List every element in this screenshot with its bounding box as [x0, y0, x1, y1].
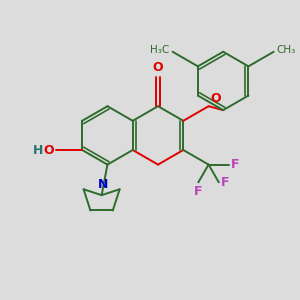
Text: H: H — [33, 143, 44, 157]
Text: F: F — [221, 176, 230, 189]
Text: O: O — [211, 92, 221, 105]
Text: F: F — [231, 158, 240, 171]
Text: O: O — [153, 61, 163, 74]
Text: CH₃: CH₃ — [277, 45, 296, 55]
Text: O: O — [44, 143, 55, 157]
Text: H₃C: H₃C — [150, 45, 170, 55]
Text: F: F — [194, 185, 202, 198]
Text: N: N — [98, 178, 108, 191]
